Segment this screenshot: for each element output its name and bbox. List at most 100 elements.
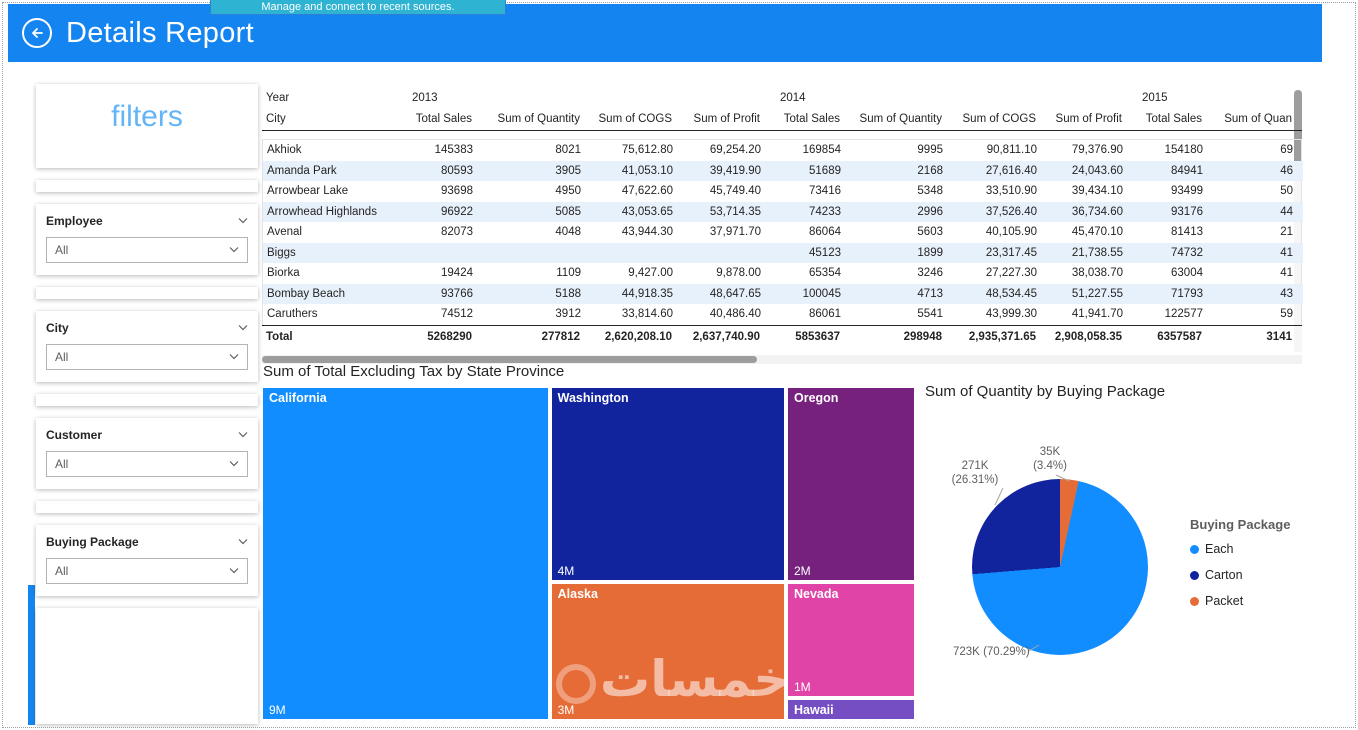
matrix-cell: 33,814.60 — [621, 308, 673, 320]
tile-name: Washington — [557, 391, 629, 405]
matrix-cell: 47,622.60 — [621, 185, 673, 197]
tile-value: 4M — [557, 563, 575, 578]
matrix-horizontal-scrollbar[interactable] — [262, 355, 1302, 364]
pie-label-packet: 35K (3.4%) — [1033, 446, 1067, 472]
matrix-cell: 40,105.90 — [985, 226, 1037, 238]
filter-selected-value: All — [55, 243, 69, 257]
filter-card-empty — [36, 608, 258, 724]
matrix-col-header: Sum of COGS — [598, 113, 673, 125]
filter-header-buying-package[interactable]: Buying Package — [46, 533, 248, 551]
matrix-col-header: Total Sales — [1145, 113, 1202, 125]
matrix-year-2015: 2015 — [1142, 92, 1168, 104]
tile-name: Hawaii — [794, 702, 834, 717]
matrix-total: Total 5268290 277812 2,620,208.10 2,637,740.… — [262, 324, 1302, 348]
matrix-col-header: Sum of Quantity — [859, 113, 942, 125]
matrix-cell: 80593 — [403, 160, 483, 181]
filter-card-spacer — [36, 180, 258, 192]
matrix-cell: 75,612.80 — [621, 144, 673, 156]
matrix-cell: 41 — [1280, 267, 1293, 279]
matrix-cell: 44,918.35 — [591, 283, 683, 304]
filter-dropdown-buying-package[interactable]: All — [46, 558, 248, 584]
filter-card-spacer — [36, 501, 258, 513]
matrix-cell: 44 — [1213, 201, 1303, 222]
legend-label: Carton — [1205, 568, 1243, 582]
page-title: Details Report — [66, 16, 254, 49]
pie-chart[interactable] — [972, 479, 1148, 655]
filter-header-customer[interactable]: Customer — [46, 426, 248, 444]
matrix-cell: 96922 — [403, 201, 483, 222]
legend-item-packet[interactable]: Packet — [1190, 594, 1290, 608]
filters-title: filters — [111, 100, 183, 133]
matrix-cell: 5085 — [483, 201, 591, 222]
treemap-tile-washington[interactable]: Washington 4M — [550, 387, 786, 581]
legend-label: Packet — [1205, 594, 1244, 608]
chevron-down-icon — [238, 325, 248, 331]
treemap-tile-nevada[interactable]: Nevada 1M — [787, 582, 915, 697]
filter-dropdown-city[interactable]: All — [46, 344, 248, 370]
matrix-cell: 65354 — [809, 267, 841, 279]
matrix-total-cell: 2,620,208.10 — [604, 330, 672, 343]
treemap-title: Sum of Total Excluding Tax by State Prov… — [263, 363, 565, 380]
matrix-total-cell: 6357587 — [1157, 330, 1202, 343]
matrix-cell: 93766 — [403, 283, 483, 304]
tile-value: 2M — [794, 563, 811, 578]
chevron-down-icon — [229, 354, 239, 360]
filter-header-city[interactable]: City — [46, 319, 248, 337]
matrix-total-cell: 2,637,740.90 — [692, 330, 760, 343]
pie-label-each: 723K (70.29%) — [953, 646, 1030, 658]
matrix-visual: Year 2013 2014 2015 City Total Sales Sum of Qu… — [262, 88, 1303, 348]
matrix-cell: 3912 — [555, 308, 581, 320]
filter-header-employee[interactable]: Employee — [46, 212, 248, 230]
matrix-cell: 45,470.10 — [1071, 226, 1123, 238]
filter-selected-value: All — [55, 457, 69, 471]
treemap-tile-hawaii[interactable]: Hawaii — [787, 698, 915, 720]
matrix-cell: 45123 — [771, 242, 851, 263]
back-button[interactable] — [22, 18, 52, 48]
matrix-cell: 36,734.60 — [1047, 201, 1133, 222]
legend-item-each[interactable]: Each — [1190, 542, 1290, 556]
filter-dropdown-customer[interactable]: All — [46, 451, 248, 477]
back-arrow-icon — [32, 28, 43, 38]
chevron-down-icon — [229, 461, 239, 467]
filter-label: Buying Package — [46, 535, 139, 549]
matrix-cell: 51689 — [771, 160, 851, 181]
tooltip-text: Manage and connect to recent sources. — [261, 0, 455, 13]
matrix-cell: 23,317.45 — [953, 242, 1047, 263]
matrix-row-city: Avenal — [267, 226, 302, 238]
matrix-cell: 93698 — [441, 185, 473, 197]
treemap-tile-oregon[interactable]: Oregon 2M — [787, 387, 915, 581]
treemap-tile-california[interactable]: California 9M — [262, 387, 549, 720]
matrix-cell: 79,376.90 — [1071, 144, 1123, 156]
tile-name: California — [269, 391, 327, 405]
matrix-cell: 51,227.55 — [1047, 283, 1133, 304]
matrix-body: Akhiok 145383 8021 75,612.80 69,254.20 169854… — [262, 139, 1303, 325]
filter-list: Employee All City All Customer All Buying Pack… — [36, 168, 258, 724]
matrix-cell: 19424 — [441, 267, 473, 279]
treemap-tile-alaska[interactable]: Alaska 3M — [550, 582, 786, 720]
matrix-cell — [483, 242, 591, 263]
matrix-cell: 41,941.70 — [1071, 308, 1123, 320]
filter-group-customer: Customer All — [36, 418, 258, 489]
matrix-cell: 4713 — [851, 283, 953, 304]
matrix-cell: 48,534.45 — [953, 283, 1047, 304]
matrix-cell: 37,971.70 — [709, 226, 761, 238]
chevron-down-icon — [238, 539, 248, 545]
filter-dropdown-employee[interactable]: All — [46, 237, 248, 263]
matrix-cell: 5603 — [917, 226, 943, 238]
matrix-cell: 48,647.65 — [683, 283, 771, 304]
matrix-total-cell: 298948 — [903, 330, 942, 343]
matrix-hscroll-thumb[interactable] — [262, 356, 757, 363]
matrix-cell: 5541 — [917, 308, 943, 320]
matrix-cell: 2168 — [851, 160, 953, 181]
matrix-total-cell: 5853637 — [795, 330, 840, 343]
matrix-cell: 74732 — [1133, 242, 1213, 263]
matrix-cell: 84941 — [1133, 160, 1213, 181]
legend-item-carton[interactable]: Carton — [1190, 568, 1290, 582]
filter-card-spacer — [36, 394, 258, 406]
matrix-total-label: Total — [266, 330, 293, 343]
filter-label: City — [46, 321, 69, 335]
filter-selected-value: All — [55, 564, 69, 578]
chevron-down-icon — [229, 247, 239, 253]
filter-group-employee: Employee All — [36, 204, 258, 275]
matrix-cell: 63004 — [1171, 267, 1203, 279]
